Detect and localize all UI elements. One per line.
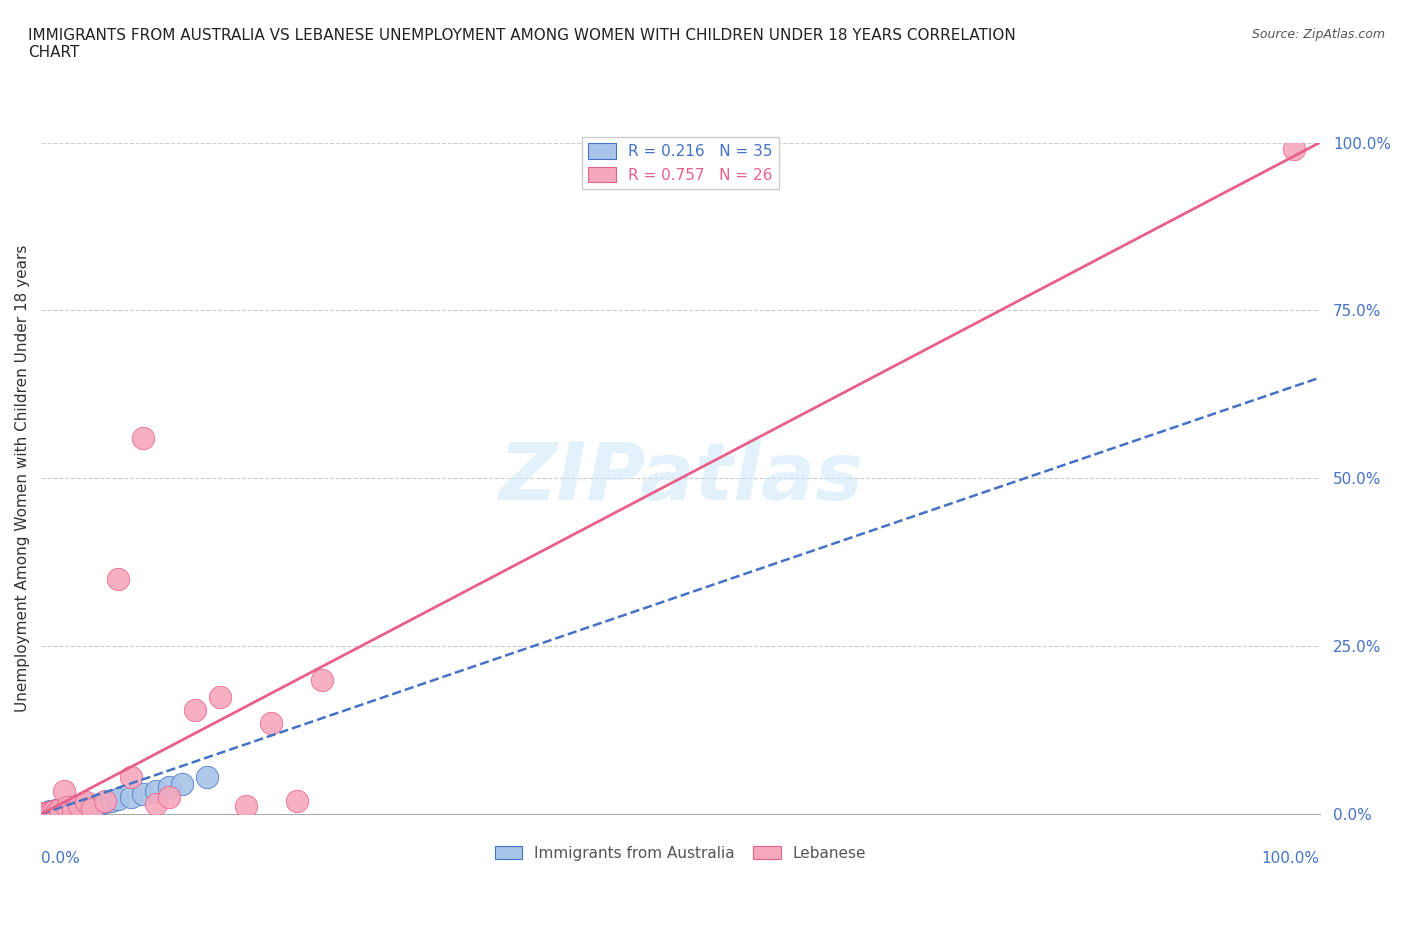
Point bbox=[75, 797, 97, 812]
Point bbox=[82, 802, 104, 817]
Point bbox=[53, 804, 76, 819]
Point bbox=[41, 804, 63, 819]
Point bbox=[41, 804, 63, 819]
Point bbox=[120, 790, 142, 804]
Point bbox=[37, 804, 59, 819]
Point bbox=[107, 572, 129, 587]
Point bbox=[79, 804, 101, 818]
Text: IMMIGRANTS FROM AUSTRALIA VS LEBANESE UNEMPLOYMENT AMONG WOMEN WITH CHILDREN UND: IMMIGRANTS FROM AUSTRALIA VS LEBANESE UN… bbox=[28, 28, 1017, 60]
Text: Source: ZipAtlas.com: Source: ZipAtlas.com bbox=[1251, 28, 1385, 41]
Point bbox=[75, 794, 97, 809]
Point bbox=[53, 783, 76, 798]
Point bbox=[235, 799, 257, 814]
Point bbox=[82, 799, 104, 814]
Point bbox=[87, 797, 110, 812]
Point bbox=[38, 806, 60, 821]
Point bbox=[51, 804, 73, 819]
Point bbox=[58, 803, 80, 817]
Point bbox=[94, 794, 117, 809]
Text: ZIPatlas: ZIPatlas bbox=[498, 439, 863, 517]
Point bbox=[132, 787, 155, 802]
Point bbox=[311, 672, 333, 687]
Text: 100.0%: 100.0% bbox=[1261, 851, 1320, 866]
Point bbox=[55, 800, 77, 815]
Point bbox=[49, 802, 72, 817]
Point bbox=[44, 806, 66, 821]
Y-axis label: Unemployment Among Women with Children Under 18 years: Unemployment Among Women with Children U… bbox=[15, 245, 30, 712]
Point bbox=[62, 799, 84, 814]
Point bbox=[49, 802, 72, 817]
Point bbox=[157, 790, 180, 804]
Legend: R = 0.216   N = 35, R = 0.757   N = 26: R = 0.216 N = 35, R = 0.757 N = 26 bbox=[582, 137, 779, 189]
Point bbox=[132, 431, 155, 445]
Text: 0.0%: 0.0% bbox=[41, 851, 80, 866]
Point bbox=[107, 792, 129, 807]
Point bbox=[209, 689, 232, 704]
Point bbox=[70, 802, 93, 817]
Point bbox=[32, 806, 55, 821]
Point bbox=[42, 804, 65, 819]
Point bbox=[120, 770, 142, 785]
Point bbox=[32, 806, 55, 821]
Point bbox=[35, 805, 58, 820]
Point bbox=[195, 770, 218, 785]
Point bbox=[145, 783, 167, 798]
Point bbox=[69, 799, 91, 814]
Point bbox=[46, 805, 69, 820]
Point bbox=[62, 804, 84, 818]
Point bbox=[55, 800, 77, 815]
Point bbox=[100, 793, 122, 808]
Point bbox=[35, 806, 58, 821]
Point bbox=[285, 793, 308, 808]
Point bbox=[38, 806, 60, 821]
Point bbox=[41, 805, 63, 820]
Point bbox=[66, 802, 89, 817]
Point bbox=[183, 702, 205, 717]
Point bbox=[94, 793, 117, 808]
Point bbox=[145, 797, 167, 812]
Point bbox=[42, 804, 65, 818]
Point bbox=[52, 804, 75, 818]
Point bbox=[39, 804, 62, 818]
Point bbox=[1284, 142, 1306, 157]
Point bbox=[45, 803, 67, 817]
Point bbox=[170, 777, 193, 791]
Point bbox=[260, 716, 283, 731]
Point bbox=[34, 805, 56, 820]
Point bbox=[69, 800, 91, 815]
Point bbox=[157, 780, 180, 795]
Point bbox=[45, 805, 67, 820]
